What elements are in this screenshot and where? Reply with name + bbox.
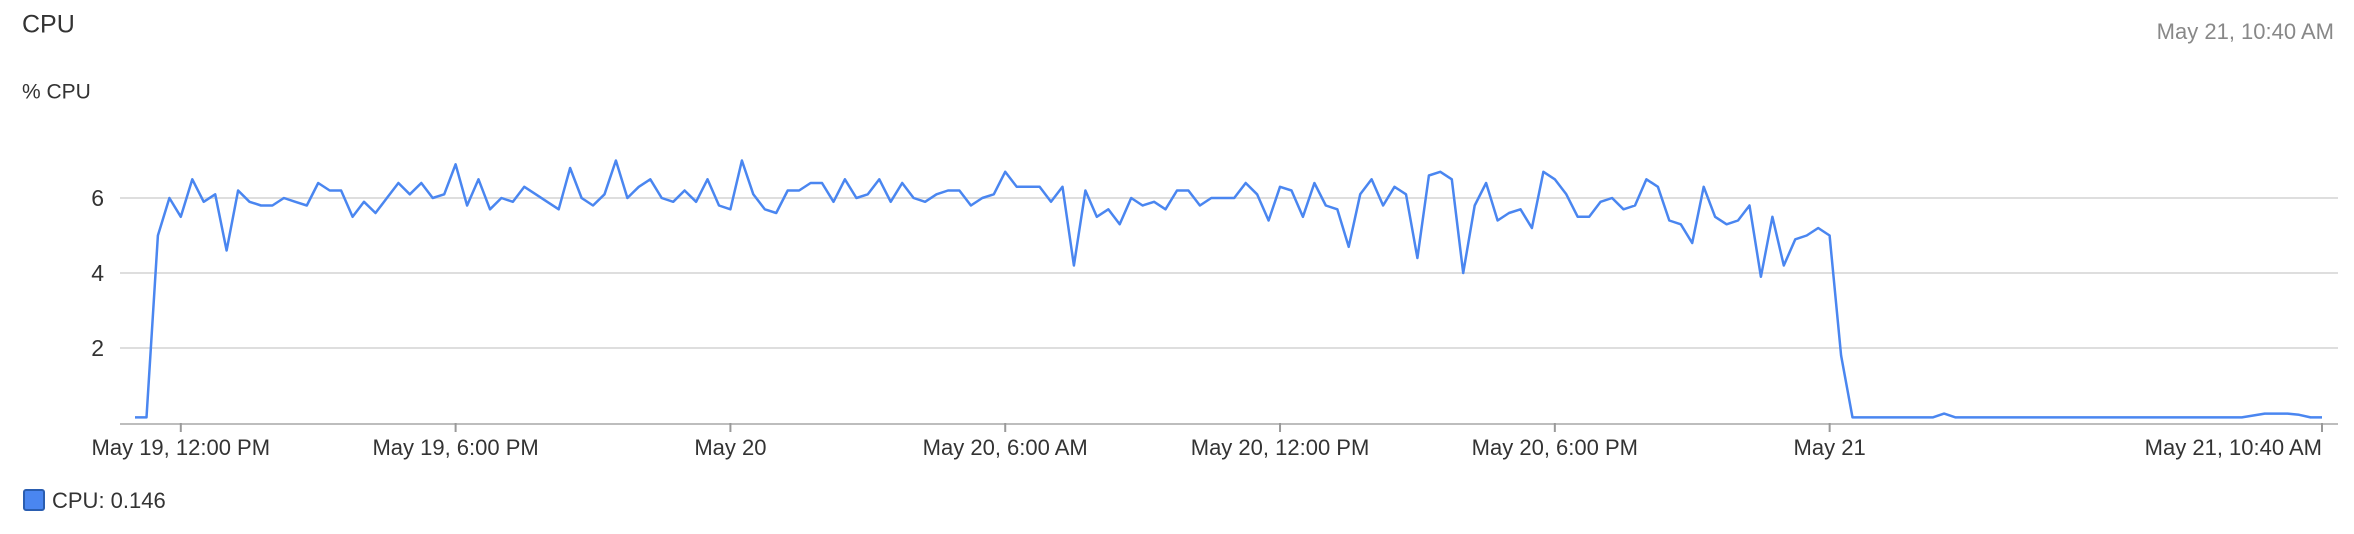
y-tick-label: 2 bbox=[91, 335, 104, 361]
x-tick-label: May 20, 12:00 PM bbox=[1191, 435, 1370, 460]
chart-title: CPU bbox=[22, 11, 75, 39]
x-tick-label: May 21, 10:40 AM bbox=[2145, 435, 2322, 460]
timestamp: May 21, 10:40 AM bbox=[2157, 19, 2334, 44]
x-tick-label: May 19, 6:00 PM bbox=[372, 435, 538, 460]
y-axis-label: % CPU bbox=[22, 81, 91, 104]
x-tick-label: May 20 bbox=[694, 435, 766, 460]
x-tick-label: May 21 bbox=[1794, 435, 1866, 460]
legend-label: CPU: 0.146 bbox=[52, 488, 166, 513]
x-tick-label: May 19, 12:00 PM bbox=[92, 435, 271, 460]
x-tick-label: May 20, 6:00 AM bbox=[923, 435, 1088, 460]
legend-swatch bbox=[23, 489, 45, 511]
y-tick-label: 4 bbox=[91, 260, 104, 286]
x-tick-label: May 20, 6:00 PM bbox=[1472, 435, 1638, 460]
data-line bbox=[135, 159, 2322, 419]
y-tick-label: 6 bbox=[91, 185, 104, 211]
